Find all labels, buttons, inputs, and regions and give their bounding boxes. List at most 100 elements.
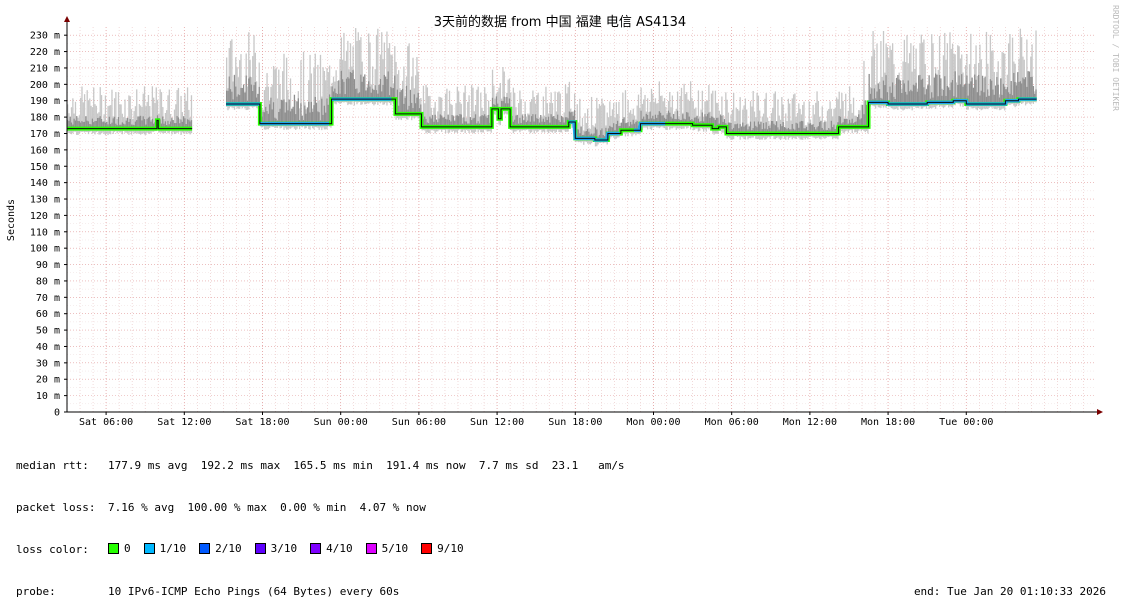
smoke-dark <box>173 123 176 129</box>
smoke-light <box>765 93 767 140</box>
smoke-dark <box>73 118 75 129</box>
smoke-light <box>581 117 584 142</box>
smoke-light <box>542 96 545 132</box>
smoke-dark <box>186 119 189 129</box>
smoke-light <box>344 60 346 103</box>
x-tick-label: Tue 00:00 <box>939 417 993 428</box>
smoke-dark <box>817 126 820 134</box>
smoke-dark <box>962 86 964 101</box>
smoke-dark <box>839 116 842 127</box>
smoke-dark <box>809 123 812 134</box>
smoke-dark <box>115 123 117 129</box>
x-tick-label: Mon 18:00 <box>861 417 915 428</box>
smoke-light <box>643 99 645 128</box>
smoke-dark <box>978 74 980 104</box>
smoke-light <box>863 60 865 131</box>
smoke-light <box>686 92 688 129</box>
smoke-dark <box>934 73 937 103</box>
smoke-light <box>468 95 470 134</box>
smoke-light <box>503 71 505 115</box>
smoke-dark <box>785 127 787 134</box>
smoke-dark <box>729 122 731 134</box>
smoke-dark <box>358 92 361 100</box>
smoke-dark <box>306 107 309 124</box>
smoke-light <box>872 31 874 106</box>
smoke-dark <box>838 116 840 127</box>
smoke-dark <box>845 119 847 127</box>
x-tick-label: Sun 18:00 <box>548 417 602 428</box>
smoke-light <box>792 94 795 138</box>
smoke-dark <box>309 112 311 124</box>
smoke-light <box>146 102 148 133</box>
smoke-light <box>480 92 482 133</box>
smoke-dark <box>622 119 624 131</box>
smoke-dark <box>607 128 610 134</box>
smoke-dark <box>708 112 710 126</box>
smoke-light <box>886 47 889 106</box>
smoke-light <box>429 95 431 134</box>
smoke-light <box>991 50 993 108</box>
smoke-dark <box>365 90 367 100</box>
probe-description: 10 IPv6-ICMP Echo Pings (64 Bytes) every… <box>108 585 400 598</box>
smoke-light <box>590 96 593 144</box>
smoke-light <box>955 82 958 104</box>
smoke-light <box>816 91 818 139</box>
smoke-light <box>837 99 839 140</box>
smoke-dark <box>394 75 396 100</box>
smoke-dark <box>459 113 461 127</box>
smoke-light <box>834 107 836 139</box>
smoke-dark <box>730 122 732 134</box>
smoke-dark <box>425 118 427 127</box>
grid-layer <box>67 27 1094 412</box>
smoke-dark <box>463 117 465 127</box>
smoke-light <box>325 80 327 130</box>
smoke-light <box>463 92 465 131</box>
smoke-dark <box>963 84 965 101</box>
smoke-light <box>322 67 324 128</box>
smoke-dark <box>695 117 697 126</box>
smoke-light <box>906 35 908 109</box>
smoke-dark <box>902 80 904 104</box>
smoke-dark <box>257 93 259 104</box>
smoke-light <box>258 62 260 111</box>
smoke-dark <box>473 117 475 127</box>
legend-item: 4/10 <box>310 542 353 556</box>
probe-label: probe: <box>16 585 56 598</box>
smoke-dark <box>150 121 152 129</box>
smoke-light <box>271 84 273 128</box>
smoke-dark <box>775 121 778 134</box>
legend-label: 2/10 <box>215 541 242 555</box>
smoke-dark <box>805 127 808 134</box>
smoke-dark <box>747 129 749 134</box>
smoke-dark <box>327 104 329 124</box>
legend-item: 9/10 <box>421 542 464 556</box>
smoke-light <box>499 83 501 126</box>
smoke-light <box>744 98 747 140</box>
smoke-dark <box>385 76 387 100</box>
smoke-dark <box>107 124 109 129</box>
smoke-light <box>611 109 614 137</box>
smoke-dark <box>1011 95 1014 101</box>
smoke-dark <box>886 92 889 103</box>
median-rtt-values: 177.9 ms avg 192.2 ms max 165.5 ms min 1… <box>108 459 625 472</box>
smoke-dark <box>429 116 431 127</box>
smoke-light <box>951 43 954 108</box>
smoke-dark <box>712 116 714 129</box>
smoke-dark <box>782 121 784 134</box>
smoke-dark <box>877 83 879 103</box>
smoke-dark <box>791 124 793 134</box>
y-tick-label: 10 m <box>36 391 60 402</box>
smoke-dark <box>480 116 482 127</box>
smoke-light <box>627 100 629 137</box>
smoke-light <box>905 62 907 109</box>
smoke-dark <box>613 123 615 134</box>
smoke-light <box>718 110 720 131</box>
smoke-dark <box>649 111 651 124</box>
smoke-light <box>705 100 707 132</box>
smoke-dark <box>821 127 823 134</box>
smoke-light <box>751 106 753 138</box>
smoke-dark <box>590 133 593 139</box>
smoke-dark <box>297 98 299 124</box>
smoke-light <box>313 67 315 130</box>
smoke-light <box>390 54 392 106</box>
